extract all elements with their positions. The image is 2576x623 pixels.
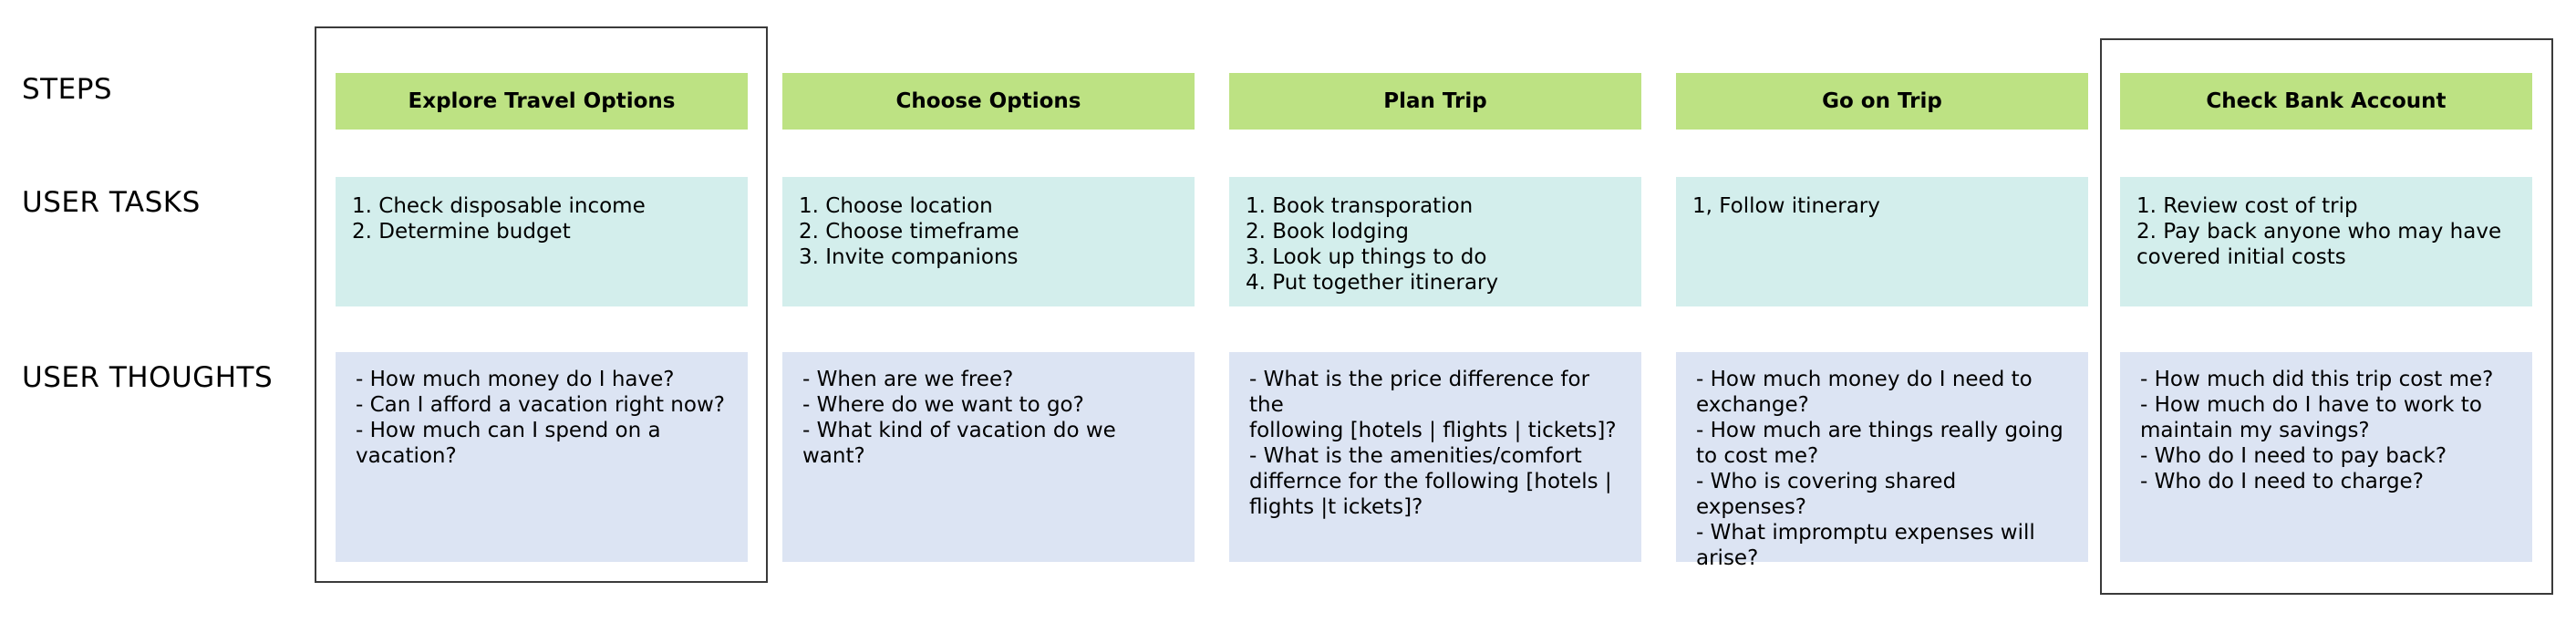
thought-line: - What impromptu expenses will (1696, 521, 2035, 545)
step-choose-options: Choose Options (782, 73, 1195, 130)
task-line: 2. Determine budget (352, 220, 571, 244)
task-line: 1. Check disposable income (352, 194, 646, 218)
step-go-on-trip: Go on Trip (1676, 73, 2088, 130)
thought-line: following [hotels | flights | tickets]? (1249, 419, 1617, 442)
user-tasks-choose-options: 1. Choose location 2. Choose timeframe 3… (782, 177, 1195, 306)
highlight-frame-last-column (2100, 38, 2553, 595)
task-line: 1. Choose location (799, 194, 993, 218)
task-line: 2. Pay back anyone who may have (2136, 220, 2502, 244)
row-label-user-tasks: USER TASKS (22, 186, 201, 219)
task-line: 4. Put together itinerary (1246, 271, 1499, 295)
task-line: 3. Invite companions (799, 245, 1019, 269)
thought-line: - What is the amenities/comfort (1249, 444, 1582, 468)
task-line: 2. Choose timeframe (799, 220, 1019, 244)
user-thoughts-explore-travel-options: - How much money do I have? - Can I affo… (336, 352, 748, 562)
task-line: covered initial costs (2136, 245, 2346, 269)
thought-line: flights |t ickets]? (1249, 495, 1423, 519)
thought-line: - Can I afford a vacation right now? (356, 393, 725, 417)
task-line: 1, Follow itinerary (1692, 194, 1880, 218)
thought-line: arise? (1696, 546, 1759, 570)
thought-line: vacation? (356, 444, 457, 468)
thought-line: - Who do I need to pay back? (2140, 444, 2447, 468)
step-label: Plan Trip (1383, 89, 1487, 113)
thought-line: - Who is covering shared expenses? (1696, 470, 1963, 519)
step-label: Explore Travel Options (408, 89, 676, 113)
user-tasks-check-bank-account: 1. Review cost of trip 2. Pay back anyon… (2120, 177, 2532, 306)
user-thoughts-plan-trip: - What is the price difference for the f… (1229, 352, 1641, 562)
highlight-frame-first-column (315, 26, 768, 583)
user-tasks-go-on-trip: 1, Follow itinerary (1676, 177, 2088, 306)
thought-line: - How much can I spend on a (356, 419, 661, 442)
thought-line: - Who do I need to charge? (2140, 470, 2424, 493)
step-plan-trip: Plan Trip (1229, 73, 1641, 130)
thought-line: maintain my savings? (2140, 419, 2370, 442)
user-thoughts-go-on-trip: - How much money do I need to exchange? … (1676, 352, 2088, 570)
thought-line: - Where do we want to go? (802, 393, 1084, 417)
thought-line: differnce for the following [hotels | (1249, 470, 1612, 493)
user-thoughts-choose-options: - When are we free? - Where do we want t… (782, 352, 1195, 562)
thought-line: - How much money do I need to (1696, 368, 2033, 391)
user-tasks-explore-travel-options: 1. Check disposable income 2. Determine … (336, 177, 748, 306)
thought-line: - What is the price difference for the (1249, 368, 1597, 417)
step-label: Check Bank Account (2206, 89, 2447, 113)
thought-line: - How much did this trip cost me? (2140, 368, 2494, 391)
thought-line: exchange? (1696, 393, 1809, 417)
task-line: 1. Book transporation (1246, 194, 1474, 218)
thought-line: - How much money do I have? (356, 368, 675, 391)
user-tasks-plan-trip: 1. Book transporation 2. Book lodging 3.… (1229, 177, 1641, 306)
step-check-bank-account: Check Bank Account (2120, 73, 2532, 130)
step-explore-travel-options: Explore Travel Options (336, 73, 748, 130)
thought-line: - What kind of vacation do we want? (802, 419, 1123, 468)
user-thoughts-check-bank-account: - How much did this trip cost me? - How … (2120, 352, 2532, 562)
task-line: 2. Book lodging (1246, 220, 1410, 244)
row-label-steps: STEPS (22, 73, 113, 106)
task-line: 1. Review cost of trip (2136, 194, 2358, 218)
thought-line: - How much are things really going (1696, 419, 2064, 442)
task-line: 3. Look up things to do (1246, 245, 1487, 269)
row-label-user-thoughts: USER THOUGHTS (22, 361, 274, 394)
thought-line: - How much do I have to work to (2140, 393, 2482, 417)
step-label: Choose Options (895, 89, 1081, 113)
thought-line: to cost me? (1696, 444, 1819, 468)
thought-line: - When are we free? (802, 368, 1014, 391)
step-label: Go on Trip (1822, 89, 1942, 113)
